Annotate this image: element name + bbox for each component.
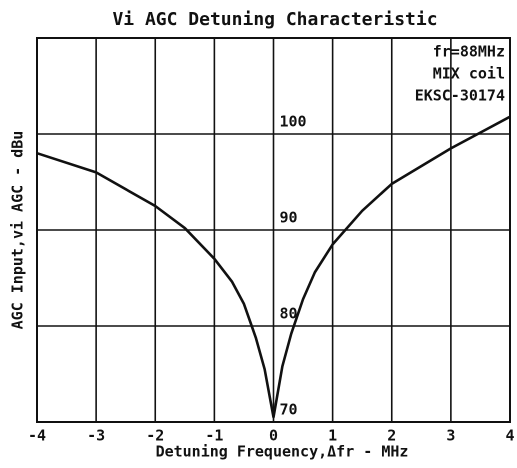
x-tick-label: 2 (387, 427, 396, 445)
chart-title: Vi AGC Detuning Characteristic (112, 9, 437, 30)
y-tick-label: 80 (280, 305, 298, 323)
y-axis-label: AGC Input,vi AGC - dBu (9, 131, 27, 330)
annotation: fr=88MHz (433, 43, 505, 61)
y-tick-label: 70 (280, 401, 298, 419)
x-tick-label: 0 (269, 427, 278, 445)
x-tick-label: -4 (28, 427, 46, 445)
x-tick-label: 1 (328, 427, 337, 445)
x-tick-label: 4 (505, 427, 514, 445)
y-tick-label: 100 (280, 113, 307, 131)
data-line (36, 115, 511, 419)
annotation: EKSC-30174 (415, 87, 505, 105)
x-tick-label: -2 (146, 427, 164, 445)
x-axis-label: Detuning Frequency,Δfr - MHz (156, 443, 409, 461)
x-tick-label: -1 (205, 427, 223, 445)
y-tick-label: 90 (280, 209, 298, 227)
annotation: MIX coil (433, 65, 505, 83)
x-tick-label: 3 (446, 427, 455, 445)
x-tick-label: -3 (87, 427, 105, 445)
